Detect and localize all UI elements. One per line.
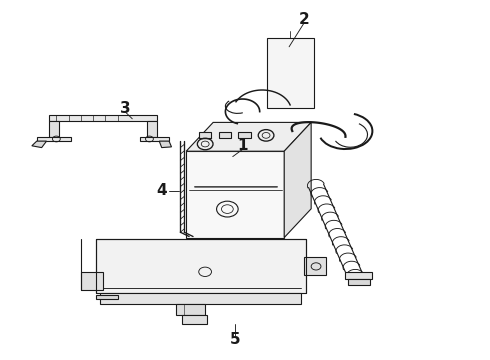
Polygon shape (37, 137, 71, 141)
Polygon shape (239, 132, 251, 138)
Polygon shape (182, 315, 207, 324)
Polygon shape (199, 132, 212, 138)
Text: 5: 5 (230, 332, 241, 347)
Polygon shape (159, 141, 171, 148)
Polygon shape (304, 257, 326, 275)
Polygon shape (219, 132, 231, 138)
Polygon shape (140, 137, 169, 141)
Text: 4: 4 (156, 183, 167, 198)
Polygon shape (186, 122, 311, 151)
Text: 2: 2 (298, 12, 309, 27)
Polygon shape (96, 239, 306, 293)
Text: 3: 3 (120, 100, 130, 116)
Polygon shape (267, 38, 314, 108)
Polygon shape (147, 121, 157, 137)
Polygon shape (186, 151, 284, 238)
Polygon shape (284, 122, 311, 238)
Polygon shape (175, 304, 205, 315)
Polygon shape (345, 272, 372, 279)
Polygon shape (348, 279, 370, 285)
Polygon shape (100, 293, 301, 304)
Polygon shape (81, 272, 103, 290)
Polygon shape (32, 141, 47, 148)
Text: 1: 1 (237, 138, 248, 153)
Polygon shape (49, 121, 59, 137)
Polygon shape (96, 295, 118, 299)
Polygon shape (49, 115, 157, 121)
